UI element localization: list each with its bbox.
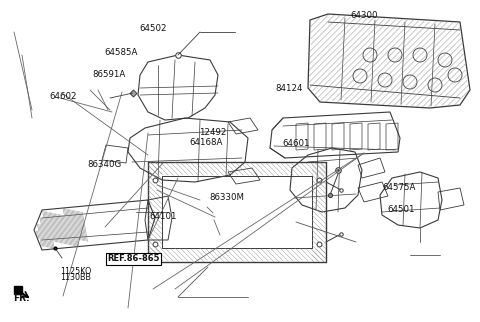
Text: 64575A: 64575A xyxy=(383,183,416,192)
Text: 1130BB: 1130BB xyxy=(60,273,91,282)
Text: 64602: 64602 xyxy=(49,92,77,101)
Text: 86591A: 86591A xyxy=(92,70,125,79)
Text: 86340G: 86340G xyxy=(87,160,122,169)
Text: 12492: 12492 xyxy=(199,128,227,137)
Text: 64601: 64601 xyxy=(282,139,310,148)
Text: 64101: 64101 xyxy=(149,212,177,221)
Text: 86330M: 86330M xyxy=(209,193,244,202)
Text: 64168A: 64168A xyxy=(190,138,223,147)
Text: 64502: 64502 xyxy=(139,24,167,33)
Text: REF.86-865: REF.86-865 xyxy=(107,254,160,263)
Text: 64501: 64501 xyxy=(387,205,415,214)
Text: 1125KO: 1125KO xyxy=(60,267,92,276)
Text: 64300: 64300 xyxy=(350,11,378,20)
Text: 84124: 84124 xyxy=(275,84,303,93)
Text: 64585A: 64585A xyxy=(105,48,138,57)
Text: FR.: FR. xyxy=(13,294,30,303)
